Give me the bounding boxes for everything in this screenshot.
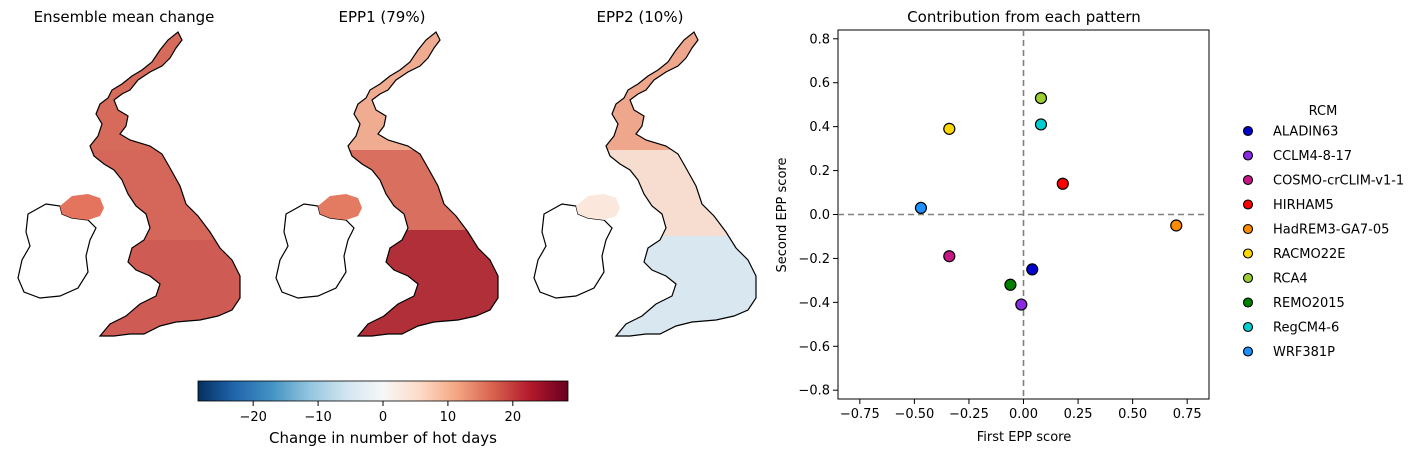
x-axis-ticks: −0.75 −0.50 −0.25 0.00 0.25 0.50 0.75 <box>840 399 1202 422</box>
great-britain-field <box>89 31 241 337</box>
colorbar-ticks: −20 −10 0 10 20 <box>239 401 521 425</box>
scatter-point <box>943 122 956 135</box>
y-tick-label: −0.2 <box>798 252 830 267</box>
scatter-plot: Contribution from each pattern −0.75 −0.5… <box>775 8 1210 445</box>
map-title: EPP2 (10%) <box>597 8 684 26</box>
map-title: EPP1 (79%) <box>339 8 426 26</box>
legend-items: ALADIN63 CCLM4-8-17 COSMO-crCLIM-v1-1 HIRHA… <box>1242 125 1404 360</box>
map-panel-epp2: EPP2 (10%) <box>533 8 757 337</box>
legend-marker <box>1242 346 1254 357</box>
map-panels: Ensemble mean change EPP1 (79%) <box>17 8 757 337</box>
y-tick-label: 0.8 <box>809 32 830 47</box>
legend-marker <box>1242 223 1254 235</box>
x-tick-label: 0.75 <box>1173 407 1202 422</box>
legend-label: RCA4 <box>1273 272 1308 287</box>
great-britain-field <box>605 31 757 337</box>
map-panel-epp1: EPP1 (79%) <box>275 8 499 337</box>
great-britain-field <box>347 31 499 337</box>
scatter-point <box>943 250 956 263</box>
x-tick-label: 0.50 <box>1118 407 1147 422</box>
legend-label: RegCM4-6 <box>1273 321 1339 336</box>
colorbar-tick-label: −10 <box>304 410 331 425</box>
scatter-point <box>1056 177 1069 190</box>
colorbar-tick-label: 10 <box>440 410 457 425</box>
x-tick-label: 0.25 <box>1064 407 1093 422</box>
legend-marker <box>1242 248 1254 259</box>
legend: RCM ALADIN63 CCLM4-8-17 COSMO-crCLIM-v1-1 H… <box>1242 104 1404 360</box>
colorbar-tick-label: 20 <box>505 410 522 425</box>
legend-marker <box>1242 125 1254 137</box>
legend-marker <box>1242 174 1254 186</box>
legend-title: RCM <box>1309 104 1338 119</box>
legend-marker <box>1242 321 1254 333</box>
colorbar-tick-label: 0 <box>379 410 387 425</box>
y-axis-ticks: −0.8 −0.6 −0.4 −0.2 0.0 0.2 0.4 0.6 0.8 <box>798 32 838 399</box>
scatter-point <box>1034 118 1048 131</box>
scatter-title: Contribution from each pattern <box>907 8 1141 26</box>
scatter-points <box>914 91 1183 311</box>
legend-marker <box>1242 297 1254 308</box>
legend-marker <box>1242 199 1254 210</box>
legend-label: ALADIN63 <box>1273 125 1338 140</box>
x-axis-label: First EPP score <box>977 430 1071 445</box>
map-panel-ensemble-mean: Ensemble mean change <box>17 8 241 337</box>
legend-label: CCLM4-8-17 <box>1273 149 1352 164</box>
colorbar-bar <box>197 380 569 402</box>
colorbar-tick-label: −20 <box>239 410 266 425</box>
scatter-point <box>914 201 928 215</box>
x-tick-label: −0.25 <box>949 407 989 422</box>
y-axis-label: Second EPP score <box>775 158 790 273</box>
y-tick-label: −0.8 <box>798 384 830 399</box>
legend-label: WRF381P <box>1273 345 1335 360</box>
legend-label: RACMO22E <box>1273 247 1345 262</box>
colorbar: −20 −10 0 10 20 Change in number of hot days <box>197 380 569 447</box>
y-tick-label: −0.6 <box>798 340 830 355</box>
x-tick-label: −0.50 <box>894 407 934 422</box>
scatter-point <box>1004 278 1017 291</box>
y-tick-label: 0.2 <box>809 164 830 179</box>
y-tick-label: 0.4 <box>809 120 830 135</box>
legend-label: HIRHAM5 <box>1273 198 1334 213</box>
legend-marker <box>1242 272 1254 284</box>
y-tick-label: −0.4 <box>798 296 830 311</box>
legend-label: HadREM3-GA7-05 <box>1273 223 1389 238</box>
colorbar-label: Change in number of hot days <box>269 429 497 447</box>
legend-label: REMO2015 <box>1273 296 1345 311</box>
scatter-point <box>1026 263 1039 276</box>
y-tick-label: 0.6 <box>809 76 830 91</box>
legend-marker <box>1242 150 1254 161</box>
x-tick-label: −0.75 <box>840 407 880 422</box>
legend-label: COSMO-crCLIM-v1-1 <box>1273 174 1404 189</box>
y-tick-label: 0.0 <box>809 208 830 223</box>
scatter-point <box>1034 91 1048 105</box>
map-title: Ensemble mean change <box>34 8 215 26</box>
scatter-point <box>1015 298 1028 311</box>
scatter-point <box>1170 219 1183 232</box>
x-tick-label: 0.00 <box>1009 407 1038 422</box>
